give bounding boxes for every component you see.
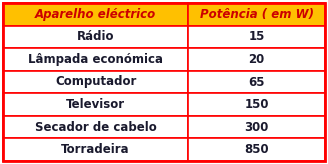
Bar [3,93,188,116]
Bar [3,116,188,138]
Bar [188,71,325,93]
Text: 15: 15 [248,30,265,43]
Bar [3,26,188,48]
Text: 850: 850 [244,143,269,156]
Text: 20: 20 [248,53,265,66]
Bar [188,138,325,161]
Bar [188,116,325,138]
Bar [3,71,188,93]
Bar [188,48,325,71]
Text: 150: 150 [244,98,269,111]
Text: 300: 300 [244,121,269,134]
Text: Computador: Computador [55,75,136,89]
Text: 65: 65 [248,75,265,89]
Bar [188,3,325,26]
Bar [188,26,325,48]
Bar [188,93,325,116]
Text: Aparelho eléctrico: Aparelho eléctrico [35,8,156,21]
Text: Lâmpada económica: Lâmpada económica [28,53,163,66]
Text: Televisor: Televisor [66,98,125,111]
Bar [3,48,188,71]
Text: Potência ( em W): Potência ( em W) [199,8,314,21]
Bar [3,138,188,161]
Text: Secador de cabelo: Secador de cabelo [35,121,156,134]
Bar [3,3,188,26]
Text: Torradeira: Torradeira [61,143,130,156]
Text: Rádio: Rádio [77,30,114,43]
